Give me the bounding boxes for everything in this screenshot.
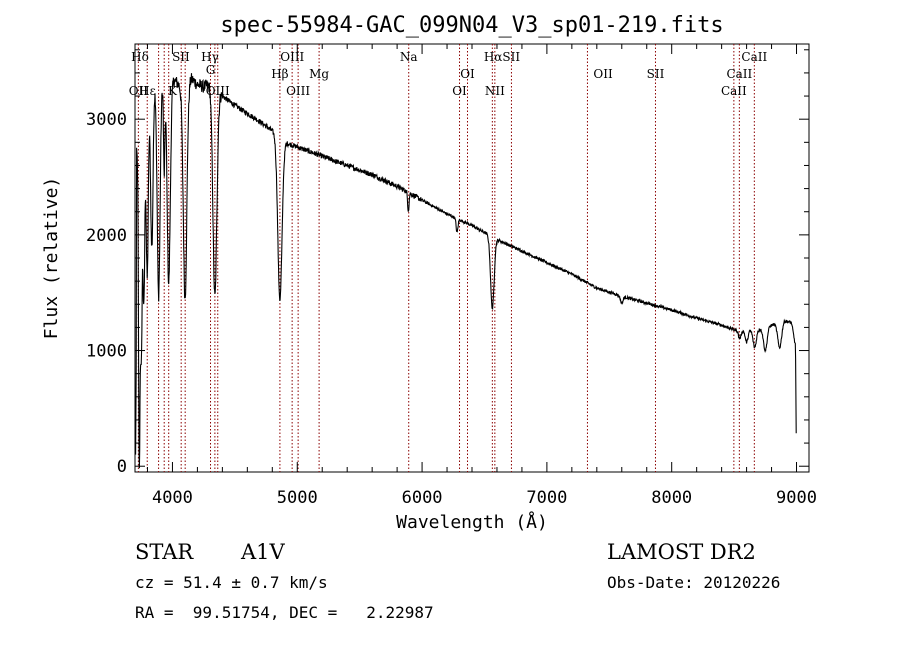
- y-tick-label: 0: [117, 457, 127, 477]
- line-label-group: Hδ SII HγG OIII Hβ Mg Na OI HαSII OII SII CaII CaII O…: [129, 50, 768, 98]
- line-label: Hδ: [131, 50, 149, 64]
- line-label: Mg: [309, 67, 329, 81]
- x-axis: 4000 5000 6000 7000 8000 9000: [146, 44, 817, 508]
- spectrum-line: [135, 73, 797, 469]
- line-label: Hβ: [271, 67, 288, 81]
- line-label: G: [206, 63, 216, 77]
- x-tick-label: 4000: [152, 488, 193, 508]
- object-class: STAR: [135, 540, 194, 564]
- chart-title: spec-55984-GAC_099N04_V3_sp01-219.fits: [220, 13, 723, 38]
- y-axis-label: Flux (relative): [41, 177, 62, 340]
- x-tick-label: 5000: [277, 488, 318, 508]
- y-tick-label: 3000: [86, 110, 127, 130]
- line-label: Hγ: [201, 50, 219, 64]
- x-tick-label: 7000: [526, 488, 567, 508]
- x-tick-label: 8000: [651, 488, 692, 508]
- x-axis-label: Wavelength (Å): [396, 511, 548, 533]
- line-label: OII: [129, 84, 149, 98]
- y-axis: 0 1000 2000 3000: [86, 49, 809, 477]
- plot-frame: [134, 43, 810, 473]
- line-label: Na: [400, 50, 418, 64]
- line-label: HαSII: [484, 50, 521, 64]
- observation-date: Obs-Date: 20120226: [607, 573, 781, 592]
- y-tick-label: 2000: [86, 226, 127, 246]
- line-label: OIII: [280, 50, 304, 64]
- redshift-info: cz = 51.4 ± 0.7 km/s: [135, 573, 328, 592]
- line-label: OIII: [206, 84, 230, 98]
- line-label: CaII: [726, 67, 752, 81]
- line-label: OI: [452, 84, 467, 98]
- line-marker-group: [137, 44, 755, 472]
- line-label: OI: [460, 67, 475, 81]
- survey-name: LAMOST DR2: [607, 540, 756, 564]
- line-label: CaII: [741, 50, 767, 64]
- x-tick-label: 9000: [776, 488, 817, 508]
- y-tick-label: 1000: [86, 342, 127, 362]
- x-tick-label: 6000: [402, 488, 443, 508]
- coordinates-info: RA = 99.51754, DEC = 2.22987: [135, 603, 434, 622]
- object-subclass: A1V: [241, 540, 285, 564]
- line-label: OIII: [286, 84, 310, 98]
- line-label: Hε: [139, 84, 156, 98]
- line-label: SII: [647, 67, 665, 81]
- line-label: K: [168, 84, 178, 98]
- line-label: NII: [485, 84, 505, 98]
- line-label: OII: [593, 67, 613, 81]
- line-label: CaII: [721, 84, 747, 98]
- line-label: SII: [172, 50, 190, 64]
